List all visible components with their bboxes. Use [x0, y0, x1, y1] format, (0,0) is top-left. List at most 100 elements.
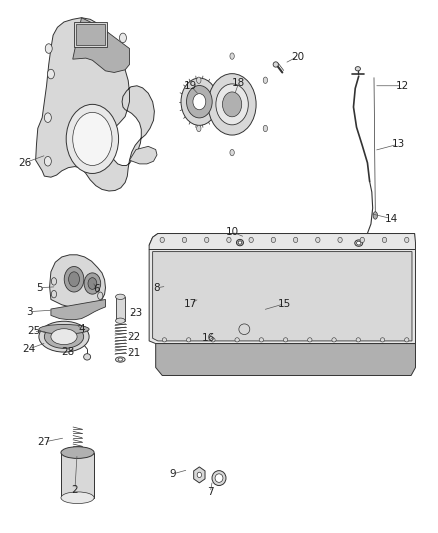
Text: 24: 24 — [22, 344, 36, 354]
Ellipse shape — [237, 239, 244, 246]
Ellipse shape — [211, 338, 215, 342]
Ellipse shape — [239, 324, 250, 335]
Ellipse shape — [98, 292, 103, 300]
Polygon shape — [194, 301, 201, 309]
Polygon shape — [49, 255, 106, 308]
Text: 25: 25 — [27, 326, 40, 336]
Ellipse shape — [182, 237, 187, 243]
Ellipse shape — [66, 104, 119, 173]
Text: 10: 10 — [226, 227, 239, 237]
Ellipse shape — [44, 157, 51, 166]
Ellipse shape — [197, 125, 201, 132]
Bar — [74, 22, 107, 47]
Ellipse shape — [61, 492, 94, 504]
Text: 19: 19 — [184, 81, 197, 91]
Polygon shape — [194, 467, 205, 483]
Text: 28: 28 — [62, 346, 75, 357]
Ellipse shape — [249, 237, 253, 243]
Ellipse shape — [84, 273, 101, 294]
Ellipse shape — [64, 266, 84, 292]
Ellipse shape — [293, 237, 298, 243]
Ellipse shape — [238, 241, 242, 244]
Ellipse shape — [356, 338, 360, 342]
Ellipse shape — [263, 125, 268, 132]
Text: 23: 23 — [129, 308, 143, 318]
Text: 4: 4 — [78, 324, 85, 334]
Ellipse shape — [338, 237, 342, 243]
Ellipse shape — [187, 85, 212, 118]
Ellipse shape — [205, 237, 209, 243]
Polygon shape — [149, 233, 416, 249]
Ellipse shape — [230, 149, 234, 156]
Ellipse shape — [61, 447, 94, 458]
Ellipse shape — [357, 241, 361, 245]
Ellipse shape — [160, 237, 164, 243]
Ellipse shape — [197, 77, 201, 84]
Ellipse shape — [380, 338, 385, 342]
Ellipse shape — [193, 94, 206, 110]
Ellipse shape — [360, 237, 364, 243]
Ellipse shape — [215, 474, 223, 482]
Ellipse shape — [51, 329, 77, 345]
Ellipse shape — [263, 77, 268, 84]
Ellipse shape — [355, 67, 360, 71]
Ellipse shape — [227, 237, 231, 243]
Ellipse shape — [235, 338, 239, 342]
Ellipse shape — [259, 338, 264, 342]
Text: 15: 15 — [278, 298, 291, 309]
Ellipse shape — [162, 338, 166, 342]
Polygon shape — [152, 252, 412, 341]
Polygon shape — [149, 249, 416, 344]
Text: 22: 22 — [127, 332, 141, 342]
Ellipse shape — [73, 112, 112, 165]
Ellipse shape — [194, 293, 201, 298]
Ellipse shape — [271, 237, 276, 243]
Text: 14: 14 — [385, 214, 398, 224]
Polygon shape — [51, 300, 106, 320]
Text: 9: 9 — [170, 469, 177, 479]
Polygon shape — [130, 147, 157, 164]
Ellipse shape — [273, 62, 279, 67]
Ellipse shape — [405, 338, 409, 342]
Ellipse shape — [405, 237, 409, 243]
Text: 20: 20 — [291, 52, 304, 61]
Text: 21: 21 — [127, 348, 141, 358]
Polygon shape — [155, 344, 416, 375]
Ellipse shape — [373, 212, 378, 219]
Ellipse shape — [116, 318, 125, 324]
Ellipse shape — [223, 92, 242, 117]
Ellipse shape — [84, 354, 91, 360]
Ellipse shape — [332, 338, 336, 342]
Text: 18: 18 — [232, 78, 245, 88]
Text: 17: 17 — [184, 298, 197, 309]
Text: 2: 2 — [71, 485, 78, 495]
Ellipse shape — [44, 325, 84, 349]
Ellipse shape — [88, 278, 97, 289]
Bar — [61, 453, 94, 498]
Text: 6: 6 — [93, 284, 100, 294]
Ellipse shape — [283, 338, 288, 342]
Bar — [76, 24, 105, 45]
Polygon shape — [73, 18, 130, 72]
Ellipse shape — [120, 33, 127, 43]
Ellipse shape — [230, 53, 234, 59]
Ellipse shape — [236, 321, 253, 337]
Text: 16: 16 — [201, 333, 215, 343]
Ellipse shape — [216, 84, 248, 125]
Ellipse shape — [116, 357, 125, 362]
Ellipse shape — [307, 338, 312, 342]
Text: 3: 3 — [26, 306, 32, 317]
Text: 5: 5 — [37, 283, 43, 293]
Ellipse shape — [208, 74, 256, 135]
Ellipse shape — [118, 358, 123, 361]
Polygon shape — [149, 233, 415, 245]
Text: 13: 13 — [392, 139, 405, 149]
Ellipse shape — [382, 237, 387, 243]
Ellipse shape — [39, 321, 89, 352]
Ellipse shape — [51, 290, 57, 298]
Ellipse shape — [69, 272, 80, 287]
Ellipse shape — [44, 113, 51, 123]
Text: 7: 7 — [207, 488, 214, 497]
Ellipse shape — [45, 44, 52, 53]
Ellipse shape — [197, 472, 201, 478]
